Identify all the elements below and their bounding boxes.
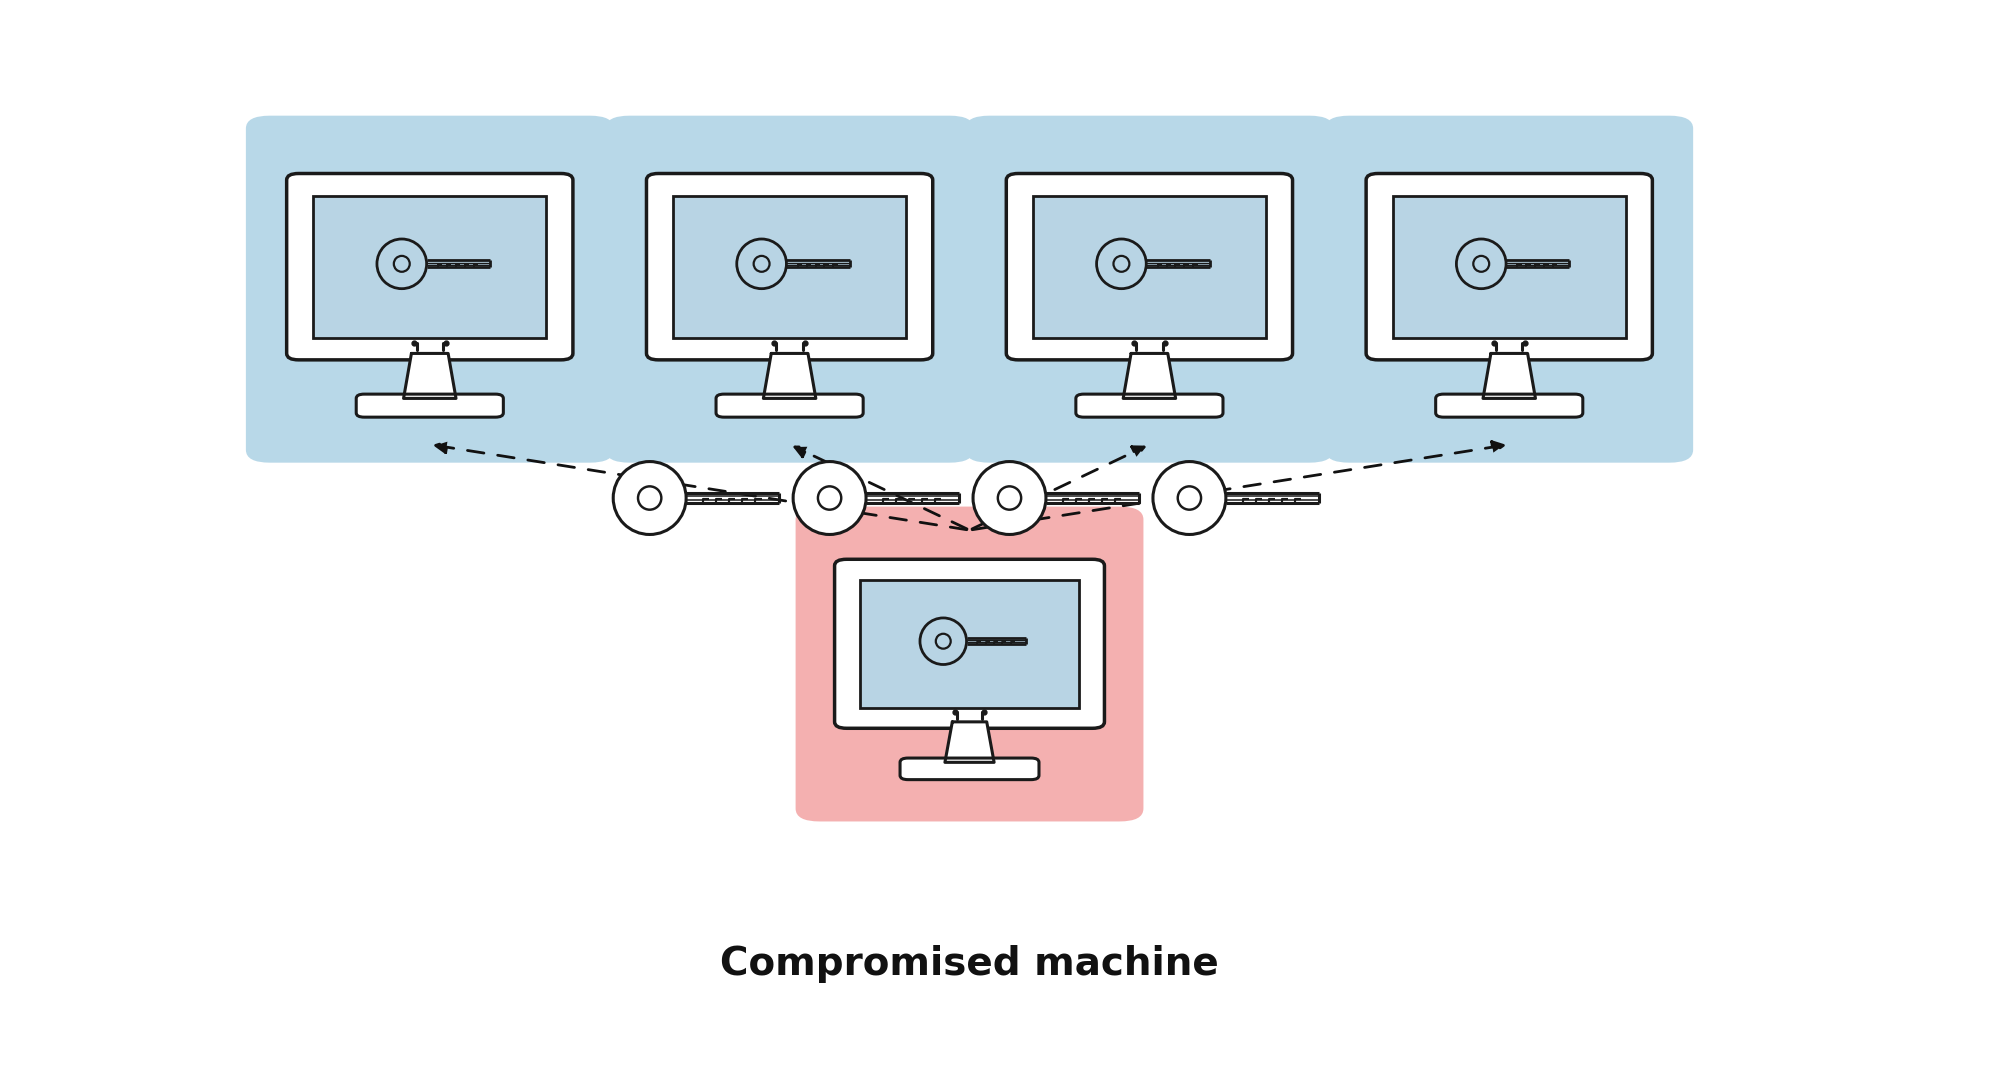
Ellipse shape (997, 486, 1021, 510)
FancyBboxPatch shape (286, 174, 573, 360)
FancyBboxPatch shape (1325, 116, 1692, 463)
Ellipse shape (973, 462, 1045, 534)
Ellipse shape (753, 256, 769, 272)
Ellipse shape (935, 634, 951, 649)
Ellipse shape (919, 618, 967, 664)
FancyBboxPatch shape (899, 758, 1039, 780)
Polygon shape (763, 353, 815, 398)
Polygon shape (1483, 353, 1534, 398)
Ellipse shape (737, 239, 785, 289)
Polygon shape (945, 722, 993, 763)
Ellipse shape (1457, 239, 1504, 289)
Ellipse shape (1113, 256, 1129, 272)
Ellipse shape (1153, 462, 1225, 534)
Ellipse shape (1177, 486, 1201, 510)
Ellipse shape (1097, 239, 1145, 289)
FancyBboxPatch shape (673, 196, 905, 337)
FancyBboxPatch shape (1075, 394, 1223, 417)
Ellipse shape (378, 239, 426, 289)
FancyBboxPatch shape (1393, 196, 1624, 337)
FancyBboxPatch shape (965, 116, 1333, 463)
FancyBboxPatch shape (645, 174, 933, 360)
FancyBboxPatch shape (1365, 174, 1652, 360)
Ellipse shape (1473, 256, 1489, 272)
FancyBboxPatch shape (1435, 394, 1582, 417)
FancyBboxPatch shape (1005, 174, 1293, 360)
FancyBboxPatch shape (859, 579, 1079, 708)
Ellipse shape (817, 486, 841, 510)
Polygon shape (1123, 353, 1175, 398)
Ellipse shape (394, 256, 410, 272)
Text: Compromised machine: Compromised machine (719, 945, 1219, 983)
FancyBboxPatch shape (314, 196, 545, 337)
Polygon shape (404, 353, 456, 398)
FancyBboxPatch shape (795, 507, 1143, 821)
Ellipse shape (637, 486, 661, 510)
FancyBboxPatch shape (605, 116, 973, 463)
FancyBboxPatch shape (246, 116, 613, 463)
FancyBboxPatch shape (715, 394, 863, 417)
Ellipse shape (793, 462, 865, 534)
FancyBboxPatch shape (833, 559, 1103, 728)
FancyBboxPatch shape (1033, 196, 1265, 337)
FancyBboxPatch shape (356, 394, 503, 417)
Ellipse shape (613, 462, 685, 534)
